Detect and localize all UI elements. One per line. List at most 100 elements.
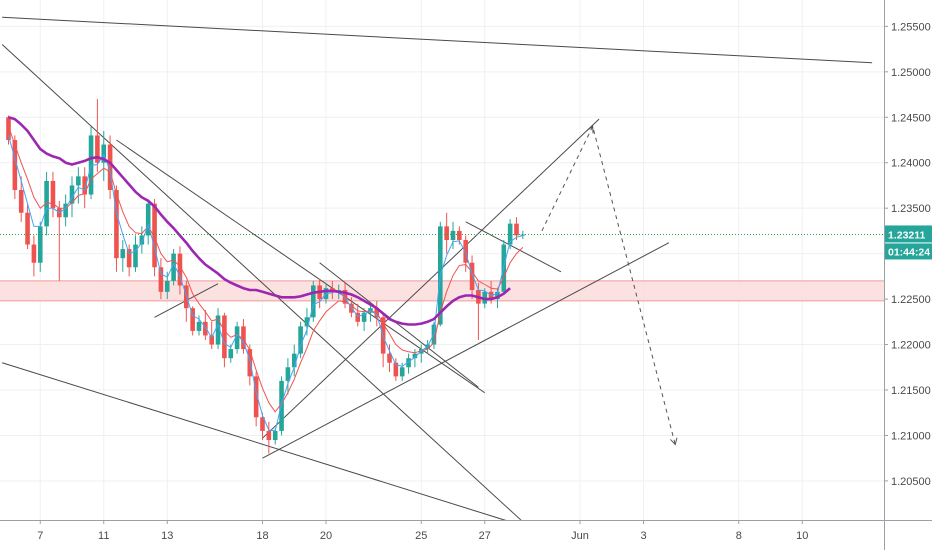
candle-body — [196, 321, 202, 331]
candle-body — [444, 226, 449, 240]
candle-body — [69, 185, 75, 204]
candle-body — [209, 335, 214, 345]
time-tick-label: 25 — [415, 530, 427, 542]
flag-line — [465, 221, 562, 273]
candle-body — [76, 176, 81, 186]
candle-body — [152, 203, 157, 268]
candle-body — [361, 312, 367, 322]
candle-body — [342, 290, 348, 304]
time-tick-label: 18 — [256, 530, 268, 542]
candle-body — [298, 326, 303, 354]
candle-body — [31, 244, 37, 263]
candle-body — [399, 367, 405, 377]
candle-body — [95, 135, 100, 163]
candle-body — [514, 223, 519, 236]
lower-down-trendline — [2, 362, 511, 523]
candle-body — [50, 180, 56, 209]
upper-long-trendline — [2, 16, 873, 64]
price-tick-label: 1.24500 — [891, 112, 931, 124]
time-tick-label: Jun — [571, 530, 589, 542]
trendlines[interactable] — [1, 16, 873, 523]
ma-fast-line — [8, 135, 524, 432]
time-tick-label: 27 — [479, 530, 491, 542]
candle-body — [171, 253, 176, 281]
countdown-box — [885, 243, 932, 260]
moving-averages — [8, 116, 524, 432]
time-tick-label: 7 — [37, 530, 43, 542]
price-tick-label: 1.20500 — [891, 476, 931, 488]
time-tick-label: 3 — [640, 530, 646, 542]
candle-body — [228, 349, 234, 359]
candle-body — [266, 430, 272, 440]
time-axis[interactable]: 7 11 13 18 20 25 27 Jun 3 8 10 — [0, 520, 932, 550]
candle-body — [393, 362, 399, 377]
candle-body — [44, 180, 49, 227]
candlesticks — [6, 99, 526, 454]
candle-body — [520, 234, 526, 236]
ma-slow-line — [8, 116, 511, 326]
projection-path[interactable] — [541, 124, 678, 446]
time-tick-label: 10 — [796, 530, 808, 542]
candle-body — [387, 353, 392, 363]
candle-body — [495, 291, 500, 300]
candle-body — [355, 312, 361, 322]
channel-lower-line — [262, 242, 670, 459]
time-tick-label: 13 — [161, 530, 173, 542]
candle-body — [406, 358, 411, 368]
candle-body — [177, 253, 183, 286]
candle-body — [145, 203, 151, 236]
candle-body — [133, 244, 138, 268]
price-tick-label: 1.21000 — [891, 430, 931, 442]
candle-body — [412, 353, 418, 359]
time-tick-label: 11 — [98, 530, 109, 542]
ma-mid-line — [8, 126, 524, 413]
price-tick-label: 1.24000 — [891, 158, 931, 170]
candle-body — [164, 280, 170, 292]
candle-body — [253, 376, 259, 418]
price-tick-label: 1.25000 — [891, 67, 931, 79]
candle-body — [215, 315, 221, 345]
candle-body — [260, 417, 265, 431]
candle-body — [126, 249, 132, 268]
candle-body — [190, 308, 195, 331]
price-tick-label: 1.21500 — [891, 385, 931, 397]
candle-body — [234, 326, 240, 350]
time-tick-label: 20 — [320, 530, 332, 542]
candle-body — [158, 267, 164, 292]
candle-body — [482, 291, 488, 304]
candle-body — [285, 367, 291, 381]
candle-body — [203, 321, 208, 336]
candle-body — [12, 140, 18, 190]
candle-body — [101, 144, 107, 163]
last-price-box — [885, 225, 932, 243]
last-price-label: 1.23211 01:44:24 — [885, 225, 932, 260]
projection-arrow-up — [586, 125, 594, 134]
time-tick-label: 8 — [736, 530, 742, 542]
projection-arrow-down — [670, 437, 678, 446]
candle-body — [247, 349, 253, 377]
candle-countdown: 01:44:24 — [888, 246, 930, 258]
price-tick-label: 1.23500 — [891, 203, 931, 215]
price-axis[interactable]: 1.255001.250001.245001.240001.235001.230… — [884, 0, 932, 550]
channel-upper-line — [262, 118, 600, 439]
major-down-trendline — [1, 44, 524, 523]
candle-body — [463, 240, 468, 263]
price-tick-label: 1.22500 — [891, 294, 931, 306]
candle-body — [272, 430, 278, 440]
candle-body — [241, 326, 246, 350]
candle-body — [25, 212, 30, 245]
candle-body — [349, 303, 354, 313]
candle-body — [457, 230, 462, 240]
candle-body — [63, 203, 68, 218]
candle-body — [120, 249, 126, 259]
price-axis-bg — [884, 0, 932, 550]
last-price-value: 1.23211 — [888, 229, 926, 241]
candle-body — [291, 353, 297, 368]
candle-body — [469, 262, 475, 290]
price-tick-label: 1.25500 — [891, 21, 931, 33]
candle-body — [37, 226, 43, 263]
candle-body — [311, 285, 316, 318]
candle-body — [6, 117, 11, 140]
candle-body — [450, 230, 456, 240]
